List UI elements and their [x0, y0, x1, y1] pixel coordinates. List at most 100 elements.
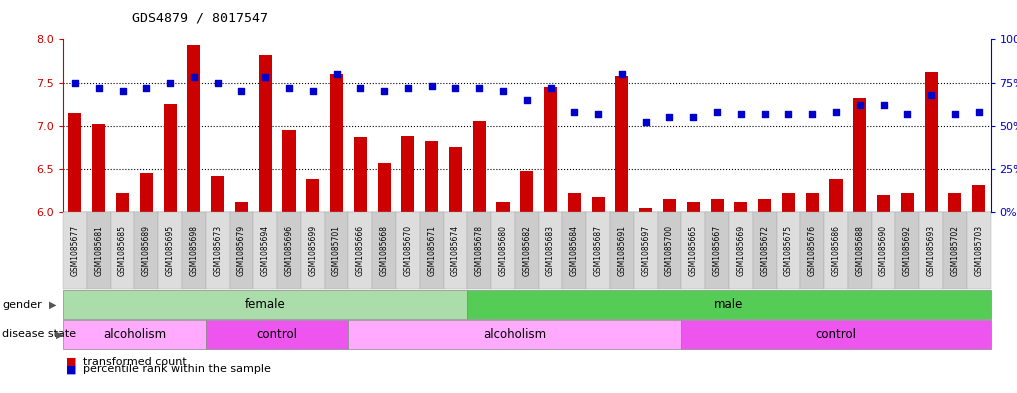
Text: GSM1085675: GSM1085675 [784, 225, 793, 276]
Point [542, 84, 558, 91]
Bar [901, 193, 914, 212]
Point [186, 74, 202, 81]
Bar [924, 72, 938, 212]
Bar [377, 163, 391, 212]
Text: gender: gender [2, 299, 42, 310]
Bar [663, 199, 676, 212]
Text: GSM1085677: GSM1085677 [70, 225, 79, 276]
Text: GSM1085697: GSM1085697 [641, 225, 650, 276]
Text: ▶: ▶ [49, 299, 57, 310]
Bar [354, 137, 367, 212]
Text: GSM1085685: GSM1085685 [118, 225, 127, 276]
Bar [306, 179, 319, 212]
Text: GSM1085695: GSM1085695 [166, 225, 175, 276]
Bar [948, 193, 961, 212]
Point [91, 84, 107, 91]
Text: ▶: ▶ [56, 329, 64, 340]
Bar [330, 74, 343, 212]
Text: GSM1085670: GSM1085670 [404, 225, 413, 276]
Text: GSM1085702: GSM1085702 [950, 225, 959, 276]
Text: GSM1085691: GSM1085691 [617, 225, 626, 276]
Text: GSM1085676: GSM1085676 [807, 225, 817, 276]
Point [67, 79, 83, 86]
Text: control: control [816, 328, 856, 341]
Bar [496, 202, 510, 212]
Text: GSM1085684: GSM1085684 [570, 225, 579, 276]
Point [590, 110, 606, 117]
Text: GSM1085703: GSM1085703 [974, 225, 983, 276]
Point [138, 84, 155, 91]
Point [114, 88, 130, 94]
Bar [164, 104, 177, 212]
Bar [615, 75, 629, 212]
Point [828, 109, 844, 115]
Text: GSM1085696: GSM1085696 [285, 225, 294, 276]
Text: GSM1085699: GSM1085699 [308, 225, 317, 276]
Bar [68, 113, 81, 212]
Point [685, 114, 702, 120]
Text: GSM1085678: GSM1085678 [475, 225, 484, 276]
Text: ■: ■ [66, 356, 76, 367]
Bar [853, 98, 866, 212]
Bar [782, 193, 795, 212]
Point [495, 88, 512, 94]
Text: GSM1085700: GSM1085700 [665, 225, 674, 276]
Point [376, 88, 393, 94]
Text: disease state: disease state [2, 329, 76, 340]
Text: GSM1085668: GSM1085668 [379, 225, 388, 276]
Point [876, 102, 892, 108]
Point [780, 110, 796, 117]
Point [281, 84, 297, 91]
Bar [402, 136, 415, 212]
Bar [235, 202, 248, 212]
Text: percentile rank within the sample: percentile rank within the sample [83, 364, 272, 375]
Bar [521, 171, 533, 212]
Point [732, 110, 749, 117]
Text: transformed count: transformed count [83, 356, 187, 367]
Point [661, 114, 677, 120]
Point [400, 84, 416, 91]
Bar [448, 147, 462, 212]
Text: GSM1085701: GSM1085701 [332, 225, 341, 276]
Bar [187, 45, 200, 212]
Text: GSM1085667: GSM1085667 [713, 225, 722, 276]
Text: GSM1085679: GSM1085679 [237, 225, 246, 276]
Point [851, 102, 868, 108]
Text: GSM1085698: GSM1085698 [189, 225, 198, 276]
Text: GSM1085672: GSM1085672 [760, 225, 769, 276]
Point [899, 110, 915, 117]
Point [162, 79, 178, 86]
Text: GSM1085666: GSM1085666 [356, 225, 365, 276]
Bar [473, 121, 486, 212]
Bar [972, 185, 985, 212]
Bar [711, 199, 724, 212]
Point [447, 84, 464, 91]
Text: ■: ■ [66, 364, 76, 375]
Point [804, 110, 821, 117]
Text: GSM1085669: GSM1085669 [736, 225, 745, 276]
Text: GDS4879 / 8017547: GDS4879 / 8017547 [132, 12, 268, 25]
Bar [544, 87, 557, 212]
Text: GSM1085687: GSM1085687 [594, 225, 603, 276]
Bar [758, 199, 771, 212]
Text: GSM1085681: GSM1085681 [95, 225, 104, 276]
Point [210, 79, 226, 86]
Text: GSM1085665: GSM1085665 [689, 225, 698, 276]
Text: GSM1085690: GSM1085690 [879, 225, 888, 276]
Point [471, 84, 487, 91]
Point [305, 88, 321, 94]
Point [970, 109, 986, 115]
Bar [734, 202, 747, 212]
Point [233, 88, 249, 94]
Text: GSM1085694: GSM1085694 [260, 225, 270, 276]
Bar [639, 208, 652, 212]
Text: GSM1085674: GSM1085674 [451, 225, 460, 276]
Point [352, 84, 368, 91]
Bar [877, 195, 890, 212]
Bar [258, 55, 272, 212]
Text: alcoholism: alcoholism [103, 328, 166, 341]
Bar [592, 196, 605, 212]
Point [638, 119, 654, 125]
Text: GSM1085693: GSM1085693 [926, 225, 936, 276]
Text: GSM1085689: GSM1085689 [141, 225, 151, 276]
